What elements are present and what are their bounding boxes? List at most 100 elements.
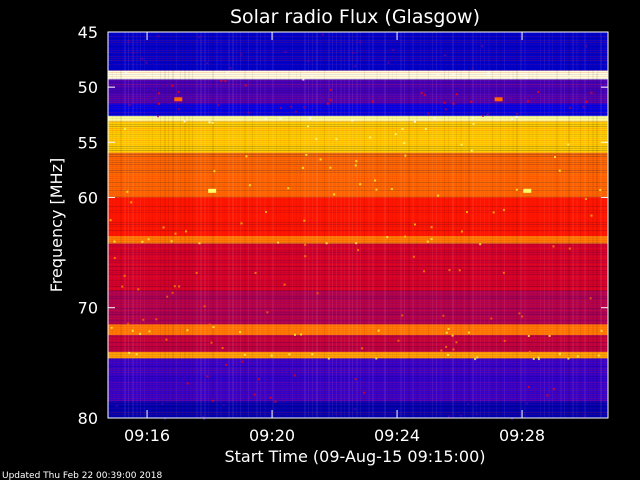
noise-column (248, 32, 249, 418)
noise-row (108, 56, 608, 57)
speckle (444, 54, 447, 57)
speckle (554, 156, 556, 158)
speckle (147, 238, 150, 241)
noise-column (260, 32, 261, 418)
noise-row (108, 80, 608, 81)
speckle (455, 341, 458, 344)
noise-row (108, 362, 608, 363)
speckle (371, 100, 374, 103)
noise-row (108, 340, 608, 341)
speckle (361, 347, 364, 350)
speckle (558, 169, 561, 172)
speckle (546, 394, 549, 397)
noise-row (108, 140, 608, 141)
noise-row (108, 150, 608, 151)
noise-row (108, 102, 608, 103)
noise-column (536, 32, 538, 418)
speckle (568, 247, 571, 250)
speckle (139, 332, 142, 335)
noise-column (180, 32, 181, 418)
speckle (386, 236, 389, 239)
noise-column (388, 32, 389, 418)
noise-column (244, 32, 246, 418)
speckle (452, 74, 455, 76)
speckle (600, 329, 603, 332)
speckle (126, 190, 129, 193)
noise-row (108, 216, 608, 217)
y-tick-label: 50 (78, 78, 98, 97)
speckle (458, 269, 461, 272)
speckle (590, 91, 593, 94)
speckle (527, 335, 530, 337)
noise-column (320, 32, 321, 418)
noise-row (108, 416, 608, 417)
speckle (528, 350, 531, 353)
noise-row (108, 72, 608, 73)
noise-column (464, 32, 465, 418)
noise-row (108, 70, 608, 71)
noise-row (108, 170, 608, 171)
y-tick-label: 80 (78, 409, 98, 428)
noise-row (108, 412, 608, 413)
speckle (174, 232, 177, 235)
noise-column (488, 32, 490, 418)
noise-row (108, 174, 608, 175)
speckle (568, 106, 571, 109)
speckle (584, 415, 587, 417)
speckle (470, 100, 473, 103)
noise-row (108, 146, 608, 147)
speckle (213, 170, 216, 173)
speckle (355, 242, 358, 245)
noise-row (108, 172, 608, 173)
speckle (470, 149, 473, 152)
noise-row (108, 268, 608, 269)
noise-row (108, 296, 608, 297)
noise-row (108, 86, 608, 87)
noise-row (108, 204, 608, 205)
noise-column (280, 32, 281, 418)
noise-column (220, 32, 222, 418)
noise-row (108, 304, 608, 305)
noise-column (216, 32, 218, 418)
noise-row (108, 220, 608, 221)
speckle (185, 230, 187, 233)
speckle (430, 238, 433, 241)
speckle (266, 311, 269, 314)
noise-column (352, 32, 353, 418)
noise-row (108, 280, 608, 281)
speckle (503, 208, 505, 211)
noise-column (520, 32, 522, 418)
noise-row (108, 60, 608, 61)
speckle (403, 142, 406, 145)
noise-row (108, 162, 608, 163)
speckle (412, 255, 415, 258)
speckle (427, 112, 430, 115)
frequency-band (108, 70, 608, 80)
noise-column (420, 32, 421, 418)
noise-row (108, 262, 608, 263)
speckle (426, 240, 429, 243)
noise-row (108, 392, 608, 393)
noise-row (108, 292, 608, 293)
noise-row (108, 258, 608, 259)
noise-row (108, 348, 608, 349)
speckle (210, 341, 213, 344)
noise-column (456, 32, 457, 418)
speckle (486, 113, 489, 116)
speckle (183, 120, 186, 123)
speckle (455, 93, 458, 96)
noise-column (304, 32, 306, 418)
noise-column (580, 32, 581, 418)
speckle (195, 271, 198, 274)
noise-row (108, 354, 608, 355)
noise-row (108, 184, 608, 185)
noise-row (108, 148, 608, 149)
noise-row (108, 256, 608, 257)
noise-row (108, 164, 608, 165)
noise-column (212, 32, 214, 418)
speckle (198, 36, 201, 39)
noise-column (512, 32, 514, 418)
speckle (203, 417, 206, 420)
speckle (247, 111, 250, 114)
speckle (158, 92, 161, 95)
